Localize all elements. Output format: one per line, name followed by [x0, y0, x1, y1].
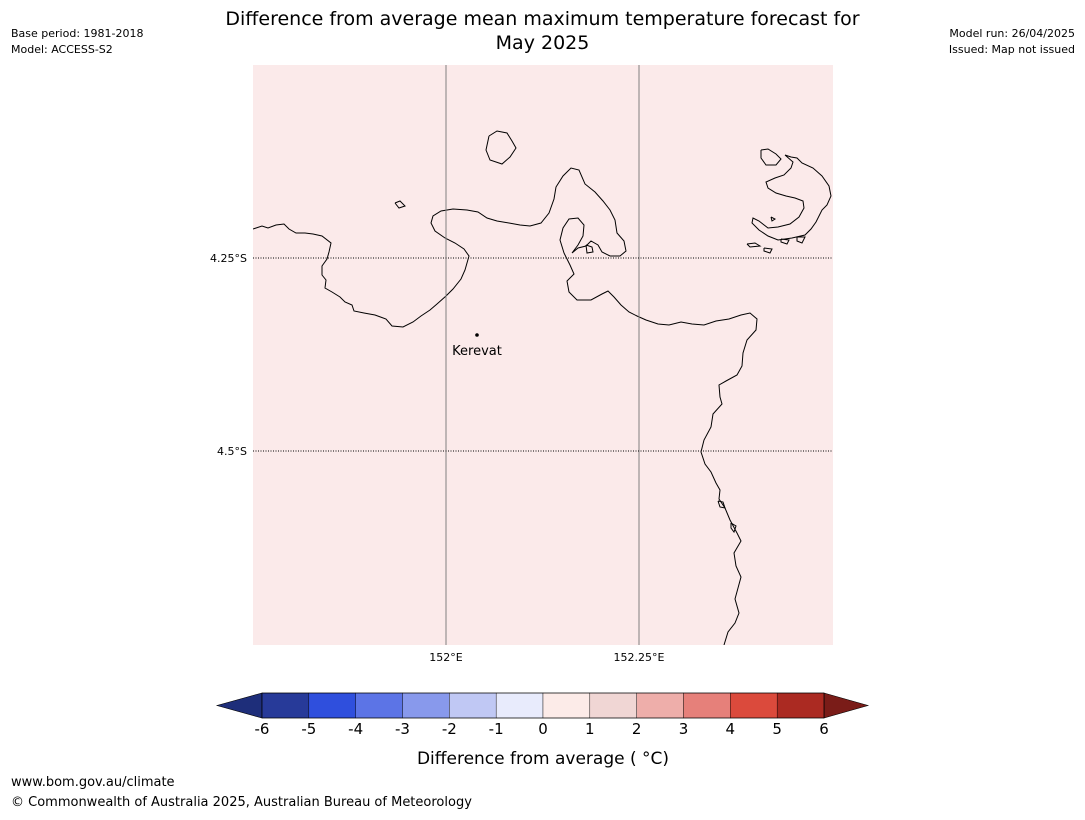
title-line-2: May 2025 — [495, 32, 590, 54]
colorbar-swatch-3 — [402, 692, 450, 719]
colorbar-tick-10: 4 — [726, 720, 736, 738]
gridlines: 152°E 152.25°E 4.25°S 4.5°S — [210, 65, 833, 664]
colorbar-tick-7: 1 — [585, 720, 595, 738]
colorbar-swatch-7 — [589, 692, 637, 719]
metadata-right: Model run: 26/04/2025 Issued: Map not is… — [949, 26, 1075, 58]
colorbar-swatch-5 — [495, 692, 544, 719]
colorbar-tick-4: -2 — [442, 720, 457, 738]
coastline-islets-south — [717, 500, 737, 534]
coastline-islet-lagoon — [585, 244, 594, 254]
map-background — [253, 65, 833, 645]
colorbar-swatch-1 — [308, 692, 356, 719]
colorbar-tick-2: -4 — [348, 720, 363, 738]
colorbar-tick-8: 2 — [632, 720, 642, 738]
coastline — [253, 130, 832, 645]
colorbar-swatch-8 — [636, 692, 684, 719]
model-text: Model: ACCESS-S2 — [11, 43, 113, 56]
footer-copyright: © Commonwealth of Australia 2025, Austra… — [11, 795, 472, 810]
base-period-text: Base period: 1981-2018 — [11, 27, 144, 40]
footer-url-link[interactable]: www.bom.gov.au/climate — [11, 775, 175, 790]
colorbar-tick-0: -6 — [255, 720, 270, 738]
colorbar-outline — [261, 692, 825, 719]
map-title: Difference from average mean maximum tem… — [160, 7, 925, 55]
coastline-island-small-north — [485, 130, 517, 165]
lat-tick-label-0: 4.25°S — [210, 252, 247, 265]
colorbar-label: Difference from average ( °C) — [417, 749, 669, 769]
lat-tick-label-1: 4.5°S — [217, 445, 247, 458]
lon-tick-label-0: 152°E — [429, 651, 462, 664]
coastline-duke-of-york-group — [746, 148, 832, 254]
coastline-mainland-west — [253, 167, 758, 645]
colorbar-extend-high — [823, 692, 870, 719]
colorbar-tick-11: 5 — [772, 720, 782, 738]
places: Kerevat — [452, 333, 502, 359]
model-run-text: Model run: 26/04/2025 — [949, 27, 1075, 40]
colorbar-swatch-11 — [776, 692, 825, 719]
colorbar-tick-9: 3 — [679, 720, 689, 738]
colorbar-swatch-2 — [355, 692, 403, 719]
coastline-islet-west — [394, 200, 406, 209]
colorbar-tick-5: -1 — [489, 720, 504, 738]
place-label-0: Kerevat — [452, 344, 502, 359]
colorbar-swatch-0 — [261, 692, 310, 719]
colorbar-swatch-4 — [449, 692, 497, 719]
colorbar-tick-6: 0 — [538, 720, 548, 738]
issued-text: Issued: Map not issued — [948, 43, 1075, 56]
title-line-1: Difference from average mean maximum tem… — [225, 8, 860, 30]
colorbar-swatch-10 — [730, 692, 778, 719]
colorbar: -6 -5 -4 -3 -2 -1 0 1 2 3 4 5 6 — [215, 692, 870, 738]
colorbar-tick-1: -5 — [301, 720, 316, 738]
place-marker-0 — [475, 333, 479, 337]
colorbar-tick-3: -3 — [395, 720, 410, 738]
colorbar-extend-low — [215, 692, 263, 719]
colorbar-tick-12: 6 — [819, 720, 829, 738]
metadata-left: Base period: 1981-2018 Model: ACCESS-S2 — [11, 26, 143, 58]
lon-tick-label-1: 152.25°E — [614, 651, 665, 664]
colorbar-swatch-6 — [542, 692, 591, 719]
colorbar-swatch-9 — [683, 692, 731, 719]
